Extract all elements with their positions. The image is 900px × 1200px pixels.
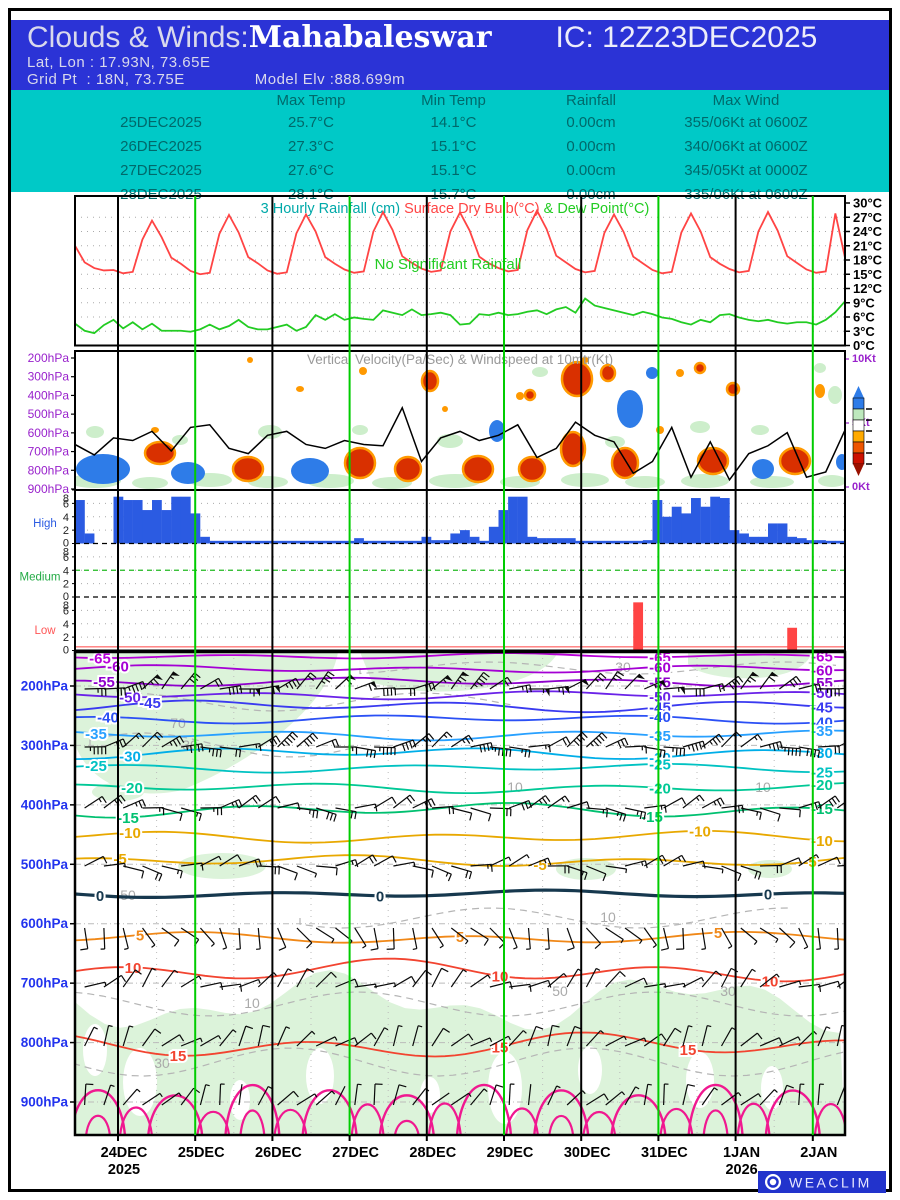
page-title: Clouds & Winds:Mahabaleswar IC: 12Z23DEC2…: [27, 22, 889, 54]
table-row: 26DEC2025 27.3°C 15.1°C 0.00cm 340/06Kt at 0…: [81, 135, 889, 159]
init-condition: IC: 12Z23DEC2025: [555, 21, 818, 54]
column-header: [81, 91, 241, 111]
table-cell: 15.7°C: [430, 186, 477, 203]
column-header: Max Temp: [276, 92, 346, 109]
daily-summary-table: Max Temp Min Temp Rainfall Max Wind 25DEC202…: [11, 90, 889, 203]
column-header: Max Wind: [712, 92, 780, 109]
table-cell: 28.1°C: [287, 186, 335, 203]
table-cell: 355/06Kt at 0600Z: [684, 114, 808, 131]
table-cell: 28DEC2025: [120, 186, 202, 203]
table-cell: 27.3°C: [287, 138, 335, 155]
title-prefix: Clouds & Winds:: [27, 21, 249, 54]
grid-point: Grid Pt : 18N, 73.75E: [27, 71, 185, 88]
table-row: 25DEC2025 25.7°C 14.1°C 0.00cm 355/06Kt at 0…: [81, 111, 889, 135]
table-cell: 27.6°C: [287, 162, 335, 179]
table-cell: 26DEC2025: [120, 138, 202, 155]
table-cell: 0.00cm: [566, 186, 616, 203]
table-cell: 25.7°C: [287, 114, 335, 131]
model-elevation: Model Elv :888.699m: [254, 71, 406, 88]
station-name: Mahabaleswar: [248, 20, 492, 55]
header: Clouds & Winds:Mahabaleswar IC: 12Z23DEC2…: [11, 20, 889, 90]
gridpt-line: Grid Pt : 18N, 73.75E Model Elv :888.699m: [27, 71, 889, 88]
table-cell: 335/06Kt at 0600Z: [684, 186, 808, 203]
table-cell: 14.1°C: [430, 114, 477, 131]
table-cell: 15.1°C: [430, 162, 477, 179]
column-header: Rainfall: [565, 92, 617, 109]
column-header: Min Temp: [421, 92, 486, 109]
table-row: Max Temp Min Temp Rainfall Max Wind: [81, 91, 889, 111]
outer-border: [8, 8, 892, 1192]
table-row: 28DEC2025 28.1°C 15.7°C 0.00cm 335/06Kt at 0…: [81, 183, 889, 207]
table-cell: 340/06Kt at 0600Z: [684, 138, 808, 155]
table-cell: 0.00cm: [566, 162, 616, 179]
table-cell: 27DEC2025: [120, 162, 202, 179]
table-cell: 0.00cm: [566, 138, 616, 155]
table-cell: 25DEC2025: [120, 114, 202, 131]
latlon-line: Lat, Lon : 17.93N, 73.65E: [27, 54, 211, 71]
table-row: 27DEC2025 27.6°C 15.1°C 0.00cm 345/05Kt at 0…: [81, 159, 889, 183]
table-cell: 15.1°C: [430, 138, 477, 155]
table-cell: 0.00cm: [566, 114, 616, 131]
table-cell: 345/05Kt at 0000Z: [684, 162, 808, 179]
